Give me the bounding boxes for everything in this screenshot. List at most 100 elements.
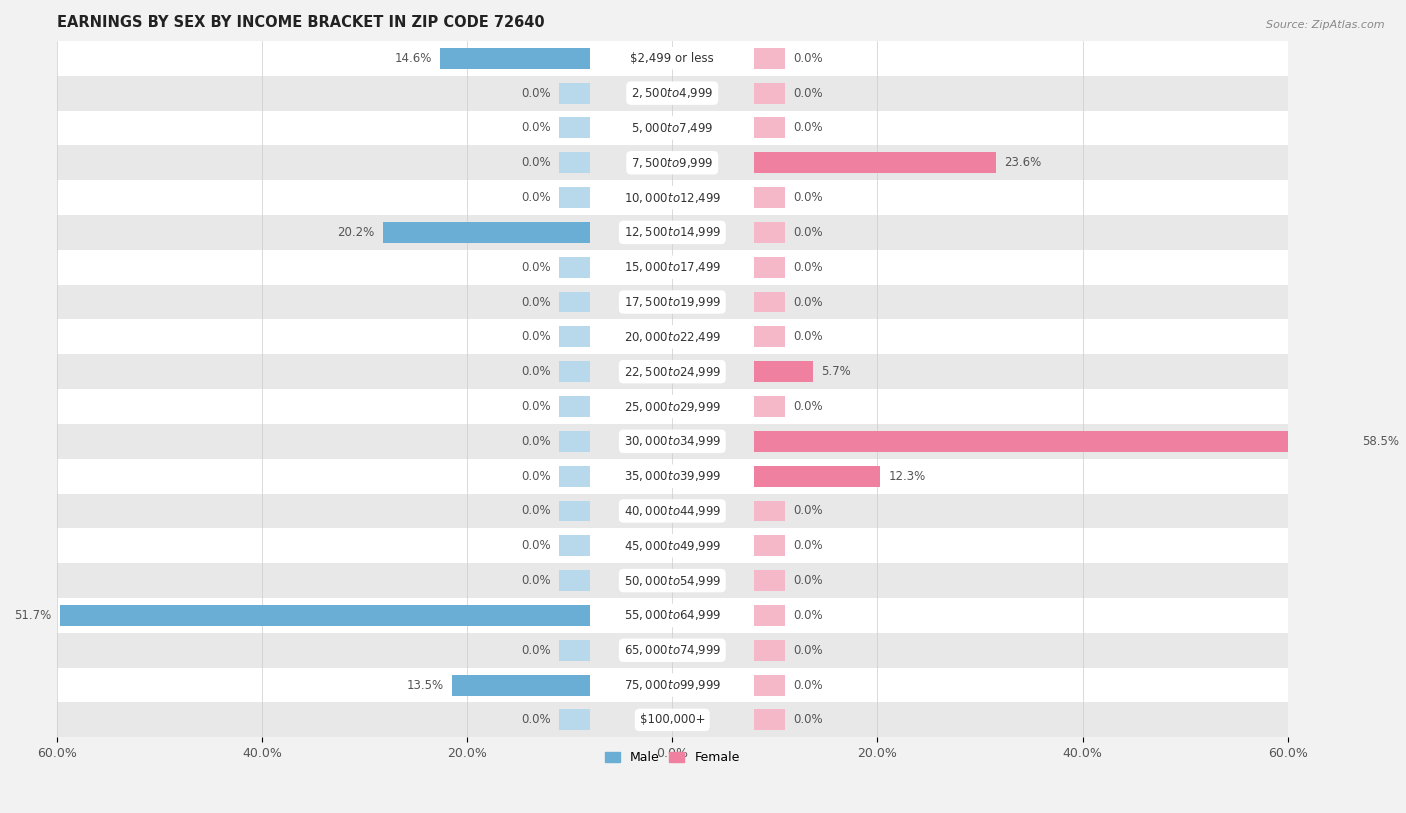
Text: 12.3%: 12.3% xyxy=(889,470,927,483)
Text: 14.6%: 14.6% xyxy=(395,52,432,65)
Text: $22,500 to $24,999: $22,500 to $24,999 xyxy=(623,365,721,379)
Text: $2,500 to $4,999: $2,500 to $4,999 xyxy=(631,86,713,100)
Text: $10,000 to $12,499: $10,000 to $12,499 xyxy=(623,190,721,205)
Bar xyxy=(754,361,813,382)
Bar xyxy=(754,605,785,626)
Bar xyxy=(560,152,591,173)
Text: 0.0%: 0.0% xyxy=(793,539,823,552)
Text: $65,000 to $74,999: $65,000 to $74,999 xyxy=(623,643,721,657)
Text: 0.0%: 0.0% xyxy=(522,713,551,726)
Text: 0.0%: 0.0% xyxy=(522,470,551,483)
Text: $75,000 to $99,999: $75,000 to $99,999 xyxy=(623,678,721,692)
Text: $30,000 to $34,999: $30,000 to $34,999 xyxy=(623,434,721,448)
Bar xyxy=(754,118,785,138)
Text: 0.0%: 0.0% xyxy=(522,87,551,100)
Bar xyxy=(560,535,591,556)
Bar xyxy=(754,570,785,591)
Bar xyxy=(560,292,591,312)
Text: $50,000 to $54,999: $50,000 to $54,999 xyxy=(623,574,721,588)
Bar xyxy=(560,431,591,452)
Text: 0.0%: 0.0% xyxy=(522,121,551,134)
Bar xyxy=(440,48,591,69)
Bar xyxy=(754,326,785,347)
Bar xyxy=(754,222,785,243)
Bar xyxy=(56,111,1288,146)
Bar xyxy=(560,710,591,730)
Text: 0.0%: 0.0% xyxy=(522,574,551,587)
Text: 20.2%: 20.2% xyxy=(337,226,375,239)
Text: Source: ZipAtlas.com: Source: ZipAtlas.com xyxy=(1267,20,1385,30)
Bar xyxy=(56,320,1288,354)
Text: 0.0%: 0.0% xyxy=(522,539,551,552)
Text: 58.5%: 58.5% xyxy=(1362,435,1399,448)
Bar xyxy=(754,48,785,69)
Bar xyxy=(754,675,785,695)
Bar xyxy=(56,76,1288,111)
Bar xyxy=(451,675,591,695)
Bar xyxy=(560,396,591,417)
Text: 0.0%: 0.0% xyxy=(522,400,551,413)
Bar xyxy=(560,257,591,278)
Bar xyxy=(560,570,591,591)
Bar xyxy=(754,152,997,173)
Bar xyxy=(560,466,591,487)
Text: 0.0%: 0.0% xyxy=(522,330,551,343)
Bar xyxy=(560,326,591,347)
Text: $5,000 to $7,499: $5,000 to $7,499 xyxy=(631,121,713,135)
Text: 0.0%: 0.0% xyxy=(793,330,823,343)
Bar xyxy=(754,640,785,661)
Text: 0.0%: 0.0% xyxy=(522,644,551,657)
Legend: Male, Female: Male, Female xyxy=(600,746,745,769)
Bar xyxy=(56,250,1288,285)
Bar xyxy=(754,396,785,417)
Bar xyxy=(56,41,1288,76)
Text: $55,000 to $64,999: $55,000 to $64,999 xyxy=(623,608,721,623)
Text: $25,000 to $29,999: $25,000 to $29,999 xyxy=(624,399,721,414)
Bar xyxy=(560,640,591,661)
Bar xyxy=(754,535,785,556)
Text: EARNINGS BY SEX BY INCOME BRACKET IN ZIP CODE 72640: EARNINGS BY SEX BY INCOME BRACKET IN ZIP… xyxy=(56,15,544,30)
Text: 0.0%: 0.0% xyxy=(793,609,823,622)
Text: 0.0%: 0.0% xyxy=(793,679,823,692)
Bar xyxy=(56,215,1288,250)
Text: 0.0%: 0.0% xyxy=(793,226,823,239)
Bar xyxy=(56,702,1288,737)
Bar xyxy=(754,187,785,208)
Bar xyxy=(56,354,1288,389)
Bar xyxy=(56,459,1288,493)
Text: 0.0%: 0.0% xyxy=(793,52,823,65)
Text: $17,500 to $19,999: $17,500 to $19,999 xyxy=(623,295,721,309)
Text: 0.0%: 0.0% xyxy=(793,261,823,274)
Text: 0.0%: 0.0% xyxy=(793,87,823,100)
Bar xyxy=(56,493,1288,528)
Text: $7,500 to $9,999: $7,500 to $9,999 xyxy=(631,156,713,170)
Bar xyxy=(56,598,1288,633)
Bar xyxy=(754,710,785,730)
Bar xyxy=(56,285,1288,320)
Bar xyxy=(56,424,1288,459)
Text: $40,000 to $44,999: $40,000 to $44,999 xyxy=(623,504,721,518)
Bar xyxy=(56,667,1288,702)
Text: $35,000 to $39,999: $35,000 to $39,999 xyxy=(623,469,721,483)
Bar xyxy=(754,257,785,278)
Bar xyxy=(560,118,591,138)
Bar xyxy=(754,83,785,103)
Text: $12,500 to $14,999: $12,500 to $14,999 xyxy=(623,225,721,239)
Text: $2,499 or less: $2,499 or less xyxy=(630,52,714,65)
Bar xyxy=(56,180,1288,215)
Bar xyxy=(754,292,785,312)
Text: 0.0%: 0.0% xyxy=(522,261,551,274)
Text: 0.0%: 0.0% xyxy=(522,435,551,448)
Text: $100,000+: $100,000+ xyxy=(640,713,704,726)
Text: $15,000 to $17,499: $15,000 to $17,499 xyxy=(623,260,721,274)
Bar xyxy=(560,83,591,103)
Bar xyxy=(60,605,591,626)
Text: 0.0%: 0.0% xyxy=(793,713,823,726)
Text: 23.6%: 23.6% xyxy=(1005,156,1042,169)
Bar xyxy=(560,501,591,521)
Text: 0.0%: 0.0% xyxy=(793,644,823,657)
Text: 13.5%: 13.5% xyxy=(406,679,443,692)
Text: 5.7%: 5.7% xyxy=(821,365,851,378)
Bar xyxy=(382,222,591,243)
Text: 0.0%: 0.0% xyxy=(793,504,823,517)
